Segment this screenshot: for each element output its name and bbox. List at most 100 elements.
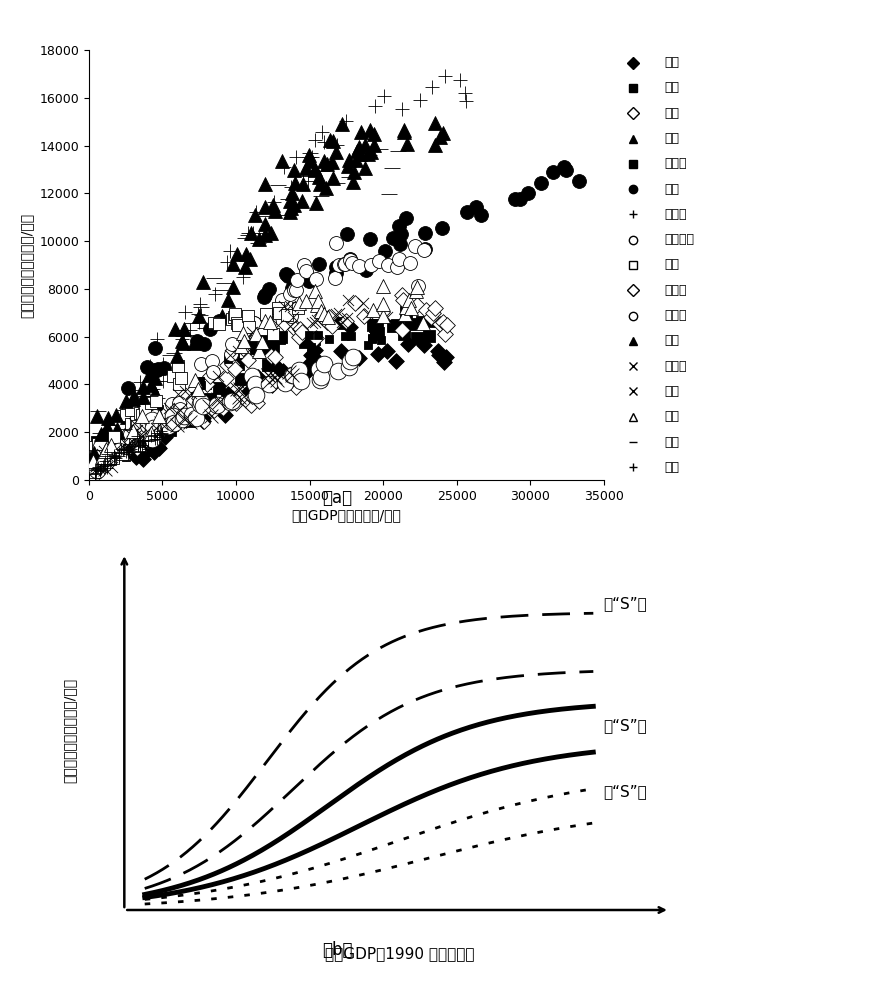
Point bbox=[194, 396, 208, 412]
Point bbox=[192, 308, 206, 324]
Point bbox=[123, 439, 138, 455]
Point bbox=[193, 296, 207, 312]
Point bbox=[214, 401, 228, 417]
Point bbox=[239, 334, 253, 350]
Text: 中“S”型: 中“S”型 bbox=[604, 718, 647, 733]
Point bbox=[397, 122, 411, 138]
Point bbox=[183, 327, 197, 343]
Point bbox=[366, 302, 380, 318]
Point bbox=[385, 230, 400, 246]
Point bbox=[119, 407, 133, 423]
Text: 意大利: 意大利 bbox=[664, 157, 686, 170]
Point bbox=[262, 376, 276, 392]
Point bbox=[152, 440, 166, 456]
Point bbox=[90, 449, 104, 465]
Point bbox=[329, 259, 343, 275]
Point bbox=[274, 332, 288, 348]
Point bbox=[204, 408, 218, 424]
Point bbox=[119, 449, 133, 465]
Point bbox=[110, 421, 124, 437]
Point bbox=[261, 357, 275, 373]
Point bbox=[220, 254, 234, 270]
Point bbox=[107, 450, 121, 466]
Point bbox=[109, 443, 123, 459]
Point bbox=[392, 218, 406, 234]
Point bbox=[399, 210, 413, 226]
Point bbox=[291, 362, 305, 378]
Point bbox=[150, 431, 164, 447]
Point bbox=[194, 299, 209, 315]
Point bbox=[349, 152, 363, 168]
Point bbox=[123, 436, 137, 452]
Point bbox=[237, 333, 251, 349]
Point bbox=[225, 311, 239, 327]
Point bbox=[90, 408, 104, 424]
Point bbox=[204, 353, 218, 369]
Point bbox=[218, 275, 232, 291]
Point bbox=[120, 444, 134, 460]
Point bbox=[221, 386, 235, 402]
Text: （b）: （b） bbox=[322, 941, 353, 959]
Point bbox=[107, 448, 122, 464]
Point bbox=[94, 431, 108, 447]
Point bbox=[279, 266, 293, 282]
Point bbox=[122, 433, 136, 449]
Point bbox=[321, 314, 335, 330]
Point bbox=[302, 147, 316, 163]
Point bbox=[431, 343, 445, 359]
Point bbox=[251, 235, 266, 251]
Point bbox=[260, 367, 274, 383]
Point bbox=[310, 312, 324, 328]
Point bbox=[170, 348, 185, 364]
Point bbox=[265, 348, 279, 364]
Point bbox=[133, 374, 147, 390]
Point bbox=[229, 392, 243, 408]
Point bbox=[413, 92, 427, 108]
Point bbox=[157, 429, 171, 445]
Text: 芬兰: 芬兰 bbox=[664, 436, 679, 449]
Point bbox=[363, 122, 377, 138]
Text: 低“S”型: 低“S”型 bbox=[604, 785, 647, 800]
Point bbox=[196, 413, 210, 429]
Point bbox=[245, 368, 259, 384]
Point bbox=[314, 124, 329, 140]
Point bbox=[103, 451, 117, 467]
Point bbox=[282, 286, 297, 302]
Point bbox=[215, 399, 229, 415]
Point bbox=[108, 433, 123, 449]
Point bbox=[192, 390, 206, 406]
Point bbox=[121, 409, 135, 425]
Point bbox=[283, 375, 297, 391]
Point bbox=[287, 198, 301, 214]
Point bbox=[364, 257, 378, 273]
Point bbox=[121, 442, 135, 458]
Point bbox=[94, 461, 108, 477]
Point bbox=[123, 441, 137, 457]
Point bbox=[372, 253, 386, 269]
Point bbox=[332, 257, 346, 273]
Point bbox=[88, 439, 102, 455]
Point bbox=[104, 437, 118, 453]
Point bbox=[135, 437, 149, 453]
Point bbox=[142, 367, 156, 383]
Point bbox=[112, 448, 126, 464]
Text: 葡萄牙: 葡萄牙 bbox=[664, 284, 686, 297]
Point bbox=[154, 415, 168, 431]
Point bbox=[329, 306, 343, 322]
Point bbox=[305, 315, 319, 331]
Point bbox=[144, 377, 158, 393]
Point bbox=[166, 408, 180, 424]
Text: 中国: 中国 bbox=[664, 461, 679, 474]
Point bbox=[298, 334, 313, 350]
Point bbox=[428, 115, 442, 131]
Point bbox=[258, 333, 273, 349]
Point bbox=[410, 330, 424, 346]
Point bbox=[358, 137, 372, 153]
Point bbox=[345, 174, 360, 190]
Point bbox=[329, 235, 343, 251]
Point bbox=[144, 425, 158, 441]
Point bbox=[170, 386, 185, 402]
Point bbox=[342, 169, 356, 185]
Point bbox=[155, 356, 170, 372]
Point bbox=[316, 356, 330, 372]
